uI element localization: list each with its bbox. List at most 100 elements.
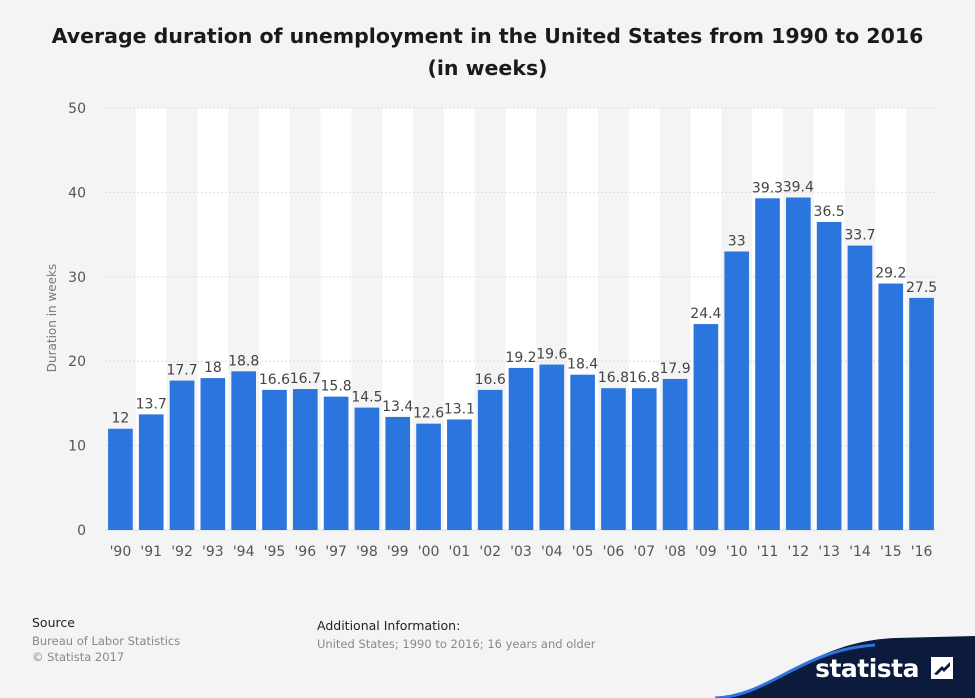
value-label: 12.6 (413, 406, 444, 422)
bar (138, 414, 164, 530)
bar (477, 389, 503, 530)
x-tick-label: '96 (294, 544, 316, 560)
value-label: 17.9 (659, 361, 690, 377)
bar (447, 419, 472, 530)
y-tick-label: 20 (68, 354, 86, 370)
x-tick-label: '00 (418, 544, 440, 560)
source-heading: Source (32, 615, 75, 630)
source-publisher: Bureau of Labor Statistics (32, 634, 181, 648)
value-label: 13.4 (382, 399, 413, 415)
value-label: 17.7 (166, 363, 197, 379)
value-label: 18.8 (228, 353, 259, 369)
chart-title: Average duration of unemployment in the … (51, 24, 924, 80)
bar (292, 389, 318, 530)
x-tick-label: '93 (202, 544, 224, 560)
x-tick-label: '06 (603, 544, 625, 560)
value-label: 24.4 (690, 306, 721, 322)
bar (816, 221, 842, 530)
x-tick-label: '08 (664, 544, 686, 560)
bar (786, 197, 811, 531)
bar (662, 378, 688, 530)
bar (601, 388, 626, 530)
bar (385, 416, 411, 530)
bar (631, 388, 657, 530)
x-tick-label: '10 (726, 544, 748, 560)
value-label: 12 (111, 411, 129, 427)
y-tick-label: 30 (68, 270, 86, 286)
value-label: 27.5 (906, 280, 937, 296)
y-tick-label: 50 (68, 101, 86, 117)
bar (909, 297, 934, 530)
additional-info-heading: Additional Information: (317, 618, 461, 633)
y-tick-label: 10 (68, 439, 86, 455)
value-label: 19.6 (536, 347, 567, 363)
bars (108, 197, 934, 531)
x-axis-ticks: '90 '91 '92 '93 '94 '95 '96 '97 '98 '99 '00 '01 '02 '… (110, 544, 933, 560)
value-label: 33 (728, 233, 746, 249)
y-tick-label: 40 (68, 185, 86, 201)
bar (169, 380, 195, 530)
y-axis-ticks: 0 10 20 30 40 50 (68, 101, 86, 539)
bar (323, 396, 349, 530)
x-tick-label: '90 (110, 544, 132, 560)
bar (200, 378, 226, 530)
bar (231, 371, 256, 530)
x-tick-label: '12 (787, 544, 809, 560)
bar (508, 367, 534, 530)
value-label: 16.6 (259, 372, 290, 388)
x-tick-label: '09 (695, 544, 717, 560)
bar (108, 428, 133, 530)
bar (354, 407, 380, 530)
value-label: 39.4 (783, 179, 814, 195)
x-tick-label: '94 (233, 544, 255, 560)
value-label: 13.1 (444, 401, 475, 417)
additional-info-text: United States; 1990 to 2016; 16 years an… (317, 637, 596, 651)
x-tick-label: '16 (911, 544, 933, 560)
source-copyright: © Statista 2017 (32, 650, 125, 664)
brand-wave-shape (715, 636, 975, 698)
bar (878, 283, 904, 530)
x-tick-label: '98 (356, 544, 378, 560)
x-tick-label: '07 (633, 544, 655, 560)
bar (262, 389, 287, 530)
x-tick-label: '97 (325, 544, 347, 560)
value-label: 16.6 (475, 372, 506, 388)
x-tick-label: '02 (479, 544, 501, 560)
additional-info-block: Additional Information: United States; 1… (317, 618, 596, 652)
value-label: 16.8 (598, 370, 629, 386)
statista-logo-icon (931, 657, 953, 679)
x-tick-label: '05 (572, 544, 594, 560)
x-tick-label: '14 (849, 544, 871, 560)
source-block: Source Bureau of Labor Statistics © Stat… (32, 615, 180, 665)
value-label: 16.7 (290, 371, 321, 387)
value-label: 19.2 (505, 350, 536, 366)
value-label: 13.7 (136, 396, 167, 412)
bar (693, 324, 719, 530)
x-tick-label: '95 (264, 544, 286, 560)
bar (847, 245, 873, 530)
y-axis-label: Duration in weeks (45, 264, 59, 372)
x-tick-label: '13 (818, 544, 840, 560)
statista-brand: statista (715, 628, 975, 698)
y-tick-label: 0 (77, 523, 86, 539)
value-label: 14.5 (351, 390, 382, 406)
x-tick-label: '92 (171, 544, 193, 560)
value-label: 36.5 (814, 204, 845, 220)
value-label: 29.2 (875, 266, 906, 282)
x-tick-label: '11 (757, 544, 779, 560)
x-tick-label: '01 (449, 544, 471, 560)
bar (755, 198, 780, 531)
value-label: 39.3 (752, 180, 783, 196)
x-tick-label: '04 (541, 544, 563, 560)
value-label: 18 (204, 360, 222, 376)
bar (539, 364, 565, 530)
bar (416, 423, 441, 530)
statista-wordmark: statista (815, 654, 919, 683)
value-label: 33.7 (844, 228, 875, 244)
bar (724, 251, 750, 531)
value-label: 15.8 (321, 379, 352, 395)
value-label: 16.8 (629, 370, 660, 386)
x-tick-label: '03 (510, 544, 532, 560)
